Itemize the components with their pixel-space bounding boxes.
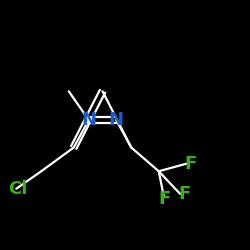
Text: Cl: Cl [8, 180, 27, 198]
Text: F: F [178, 185, 191, 203]
Text: F: F [159, 190, 171, 208]
Text: N: N [81, 111, 96, 129]
Text: F: F [184, 155, 197, 173]
Text: N: N [109, 111, 124, 129]
